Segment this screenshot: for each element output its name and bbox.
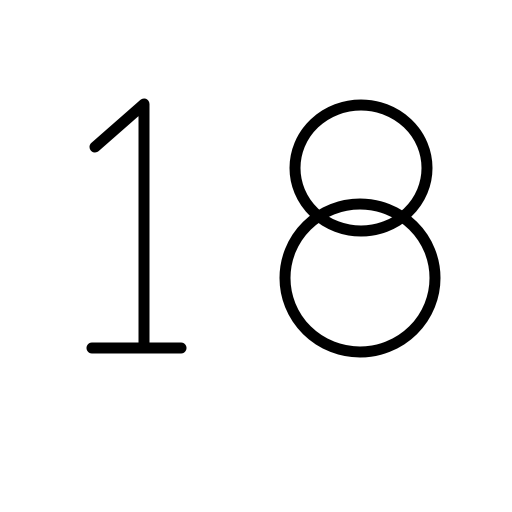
digit-eight	[279, 99, 441, 358]
digit-one	[86, 98, 187, 354]
